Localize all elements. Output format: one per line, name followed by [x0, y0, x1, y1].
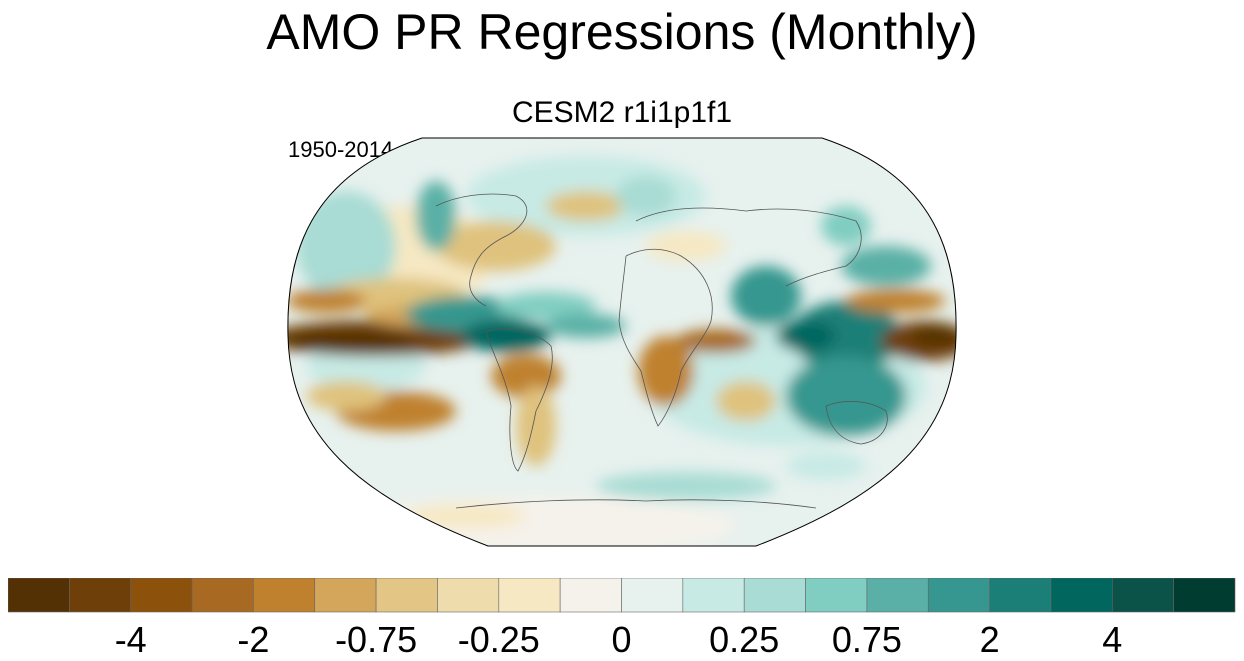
colorbar-box [682, 578, 745, 613]
colorbar-box [743, 578, 806, 613]
figure-title: AMO PR Regressions (Monthly) [266, 4, 978, 60]
colorbar-box [805, 578, 868, 613]
colorbar-box [989, 578, 1052, 613]
coastlines [435, 193, 888, 509]
colorbar-labels: -4 -2 -0.75 -0.25 0 0.25 0.75 2 4 [115, 619, 1123, 658]
colorbar-tick-label: -2 [237, 619, 269, 658]
colorbar-box [1112, 578, 1174, 613]
colorbar-box [498, 578, 561, 613]
colorbar-tick-label: 2 [980, 619, 1000, 658]
colorbar-tick-label: 0.75 [832, 619, 902, 658]
colorbar-box [621, 578, 684, 613]
world-map [287, 137, 957, 547]
colorbar-boxes [8, 578, 1236, 613]
colorbar-tick-label: 0.25 [709, 619, 779, 658]
colorbar-box [69, 578, 131, 613]
colorbar-tick-label: -0.75 [335, 619, 417, 658]
panel-title: CESM2 r1i1p1f1 [511, 96, 733, 129]
colorbar-box [559, 578, 622, 613]
colorbar-box [191, 578, 254, 613]
colorbar-box [253, 578, 316, 613]
colorbar-box [1173, 578, 1236, 613]
colorbar-tick-label: 4 [1102, 619, 1122, 658]
precipitation-field [287, 138, 957, 546]
colorbar-box [437, 578, 500, 613]
colorbar-box [130, 578, 193, 613]
colorbar-box [1050, 578, 1113, 613]
colorbar-tick-label: -4 [115, 619, 147, 658]
colorbar-tick-label: -0.25 [458, 619, 540, 658]
colorbar: -4 -2 -0.75 -0.25 0 0.25 0.75 2 4 [8, 578, 1236, 658]
colorbar-tick-label: 0 [611, 619, 631, 658]
map-outline [287, 137, 957, 547]
colorbar-box [866, 578, 929, 613]
colorbar-box [375, 578, 438, 613]
colorbar-box [8, 578, 70, 613]
colorbar-box [314, 578, 377, 613]
colorbar-box [927, 578, 990, 613]
